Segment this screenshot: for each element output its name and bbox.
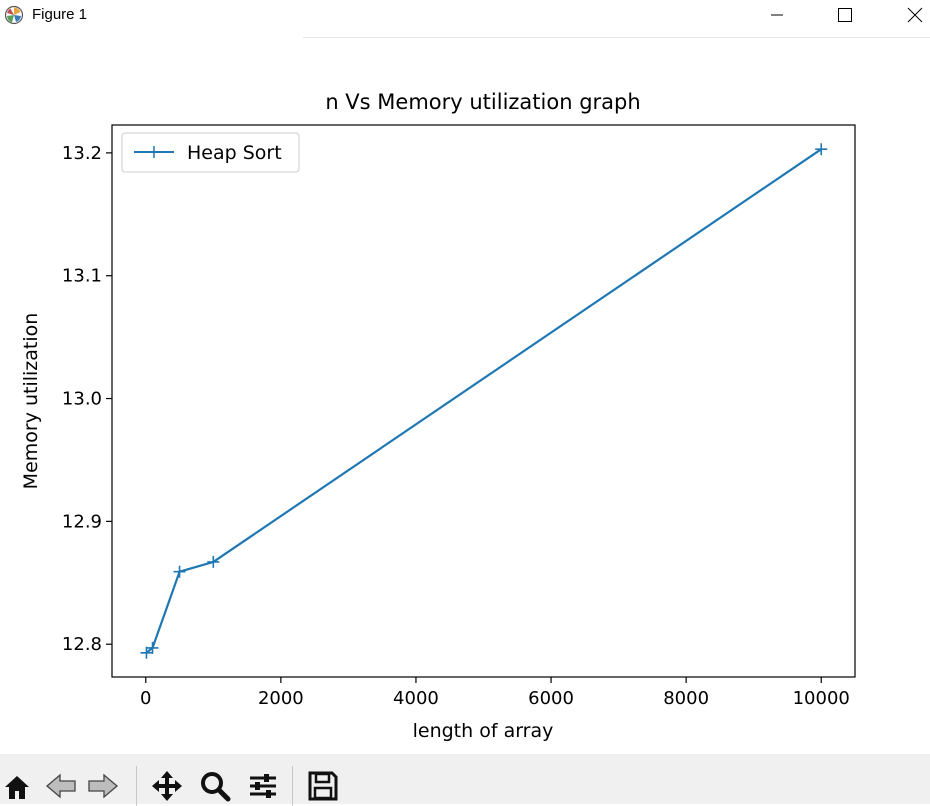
axes-frame	[111, 124, 856, 678]
navigation-toolbar	[0, 754, 930, 806]
legend: Heap Sort	[121, 132, 300, 173]
x-axis-ticks: 0 2000 4000 6000 8000 10000	[140, 677, 850, 709]
configure-subplots-button[interactable]	[246, 766, 280, 806]
x-tick-label: 2000	[258, 688, 304, 709]
y-tick-label: 13.1	[62, 266, 102, 287]
y-tick-label: 12.8	[62, 634, 102, 655]
zoom-button[interactable]	[198, 766, 232, 806]
save-icon	[308, 771, 338, 801]
forward-icon	[88, 773, 119, 799]
data-point-marker	[815, 143, 828, 156]
maximize-button[interactable]	[822, 0, 868, 30]
data-point-marker	[140, 646, 153, 659]
close-icon	[907, 7, 923, 23]
window-title: Figure 1	[32, 6, 88, 23]
legend-box	[121, 132, 300, 173]
data-point-marker	[146, 641, 159, 654]
back-button[interactable]	[44, 766, 78, 806]
x-tick-label: 10000	[793, 688, 850, 709]
pan-icon	[152, 771, 182, 801]
home-icon	[5, 776, 29, 799]
forward-button[interactable]	[86, 766, 120, 806]
y-tick-label: 13.2	[62, 143, 102, 164]
legend-marker-heap-sort	[148, 146, 160, 158]
y-axis-label: Memory utilization	[20, 313, 42, 490]
data-point-marker	[173, 565, 186, 578]
x-axis-label: length of array	[413, 720, 554, 742]
series-line-heap-sort	[145, 148, 822, 654]
x-tick-label: 6000	[528, 688, 574, 709]
back-icon	[45, 773, 76, 799]
pan-button[interactable]	[150, 766, 184, 806]
matplotlib-app-icon	[4, 5, 24, 25]
configure-subplots-icon	[250, 774, 276, 798]
save-button[interactable]	[306, 766, 340, 806]
toolbar-separator	[292, 766, 293, 806]
x-tick-label: 8000	[663, 688, 709, 709]
chart: n Vs Memory utilization graph 0 2000 4000 6…	[20, 90, 856, 742]
toolbar-separator	[136, 766, 137, 806]
window-titlebar: Figure 1	[0, 0, 930, 30]
plot-area	[140, 143, 828, 659]
data-point-marker	[207, 555, 220, 568]
maximize-icon	[838, 8, 852, 22]
x-tick-label: 0	[140, 688, 151, 709]
minimize-icon	[771, 14, 783, 16]
minimize-button[interactable]	[754, 0, 800, 30]
home-button[interactable]	[0, 766, 34, 806]
chart-title: n Vs Memory utilization graph	[325, 90, 640, 114]
figure-canvas[interactable]: n Vs Memory utilization graph 0 2000 4000 6…	[0, 38, 930, 754]
titlebar-divider	[303, 37, 930, 38]
y-tick-label: 12.9	[62, 511, 102, 532]
x-tick-label: 4000	[393, 688, 439, 709]
y-axis-ticks: 12.8 12.9 13.0 13.1 13.2	[62, 143, 112, 655]
y-tick-label: 13.0	[62, 389, 102, 410]
zoom-icon	[201, 772, 231, 802]
legend-label-heap-sort: Heap Sort	[187, 142, 282, 164]
close-button[interactable]	[892, 0, 930, 30]
